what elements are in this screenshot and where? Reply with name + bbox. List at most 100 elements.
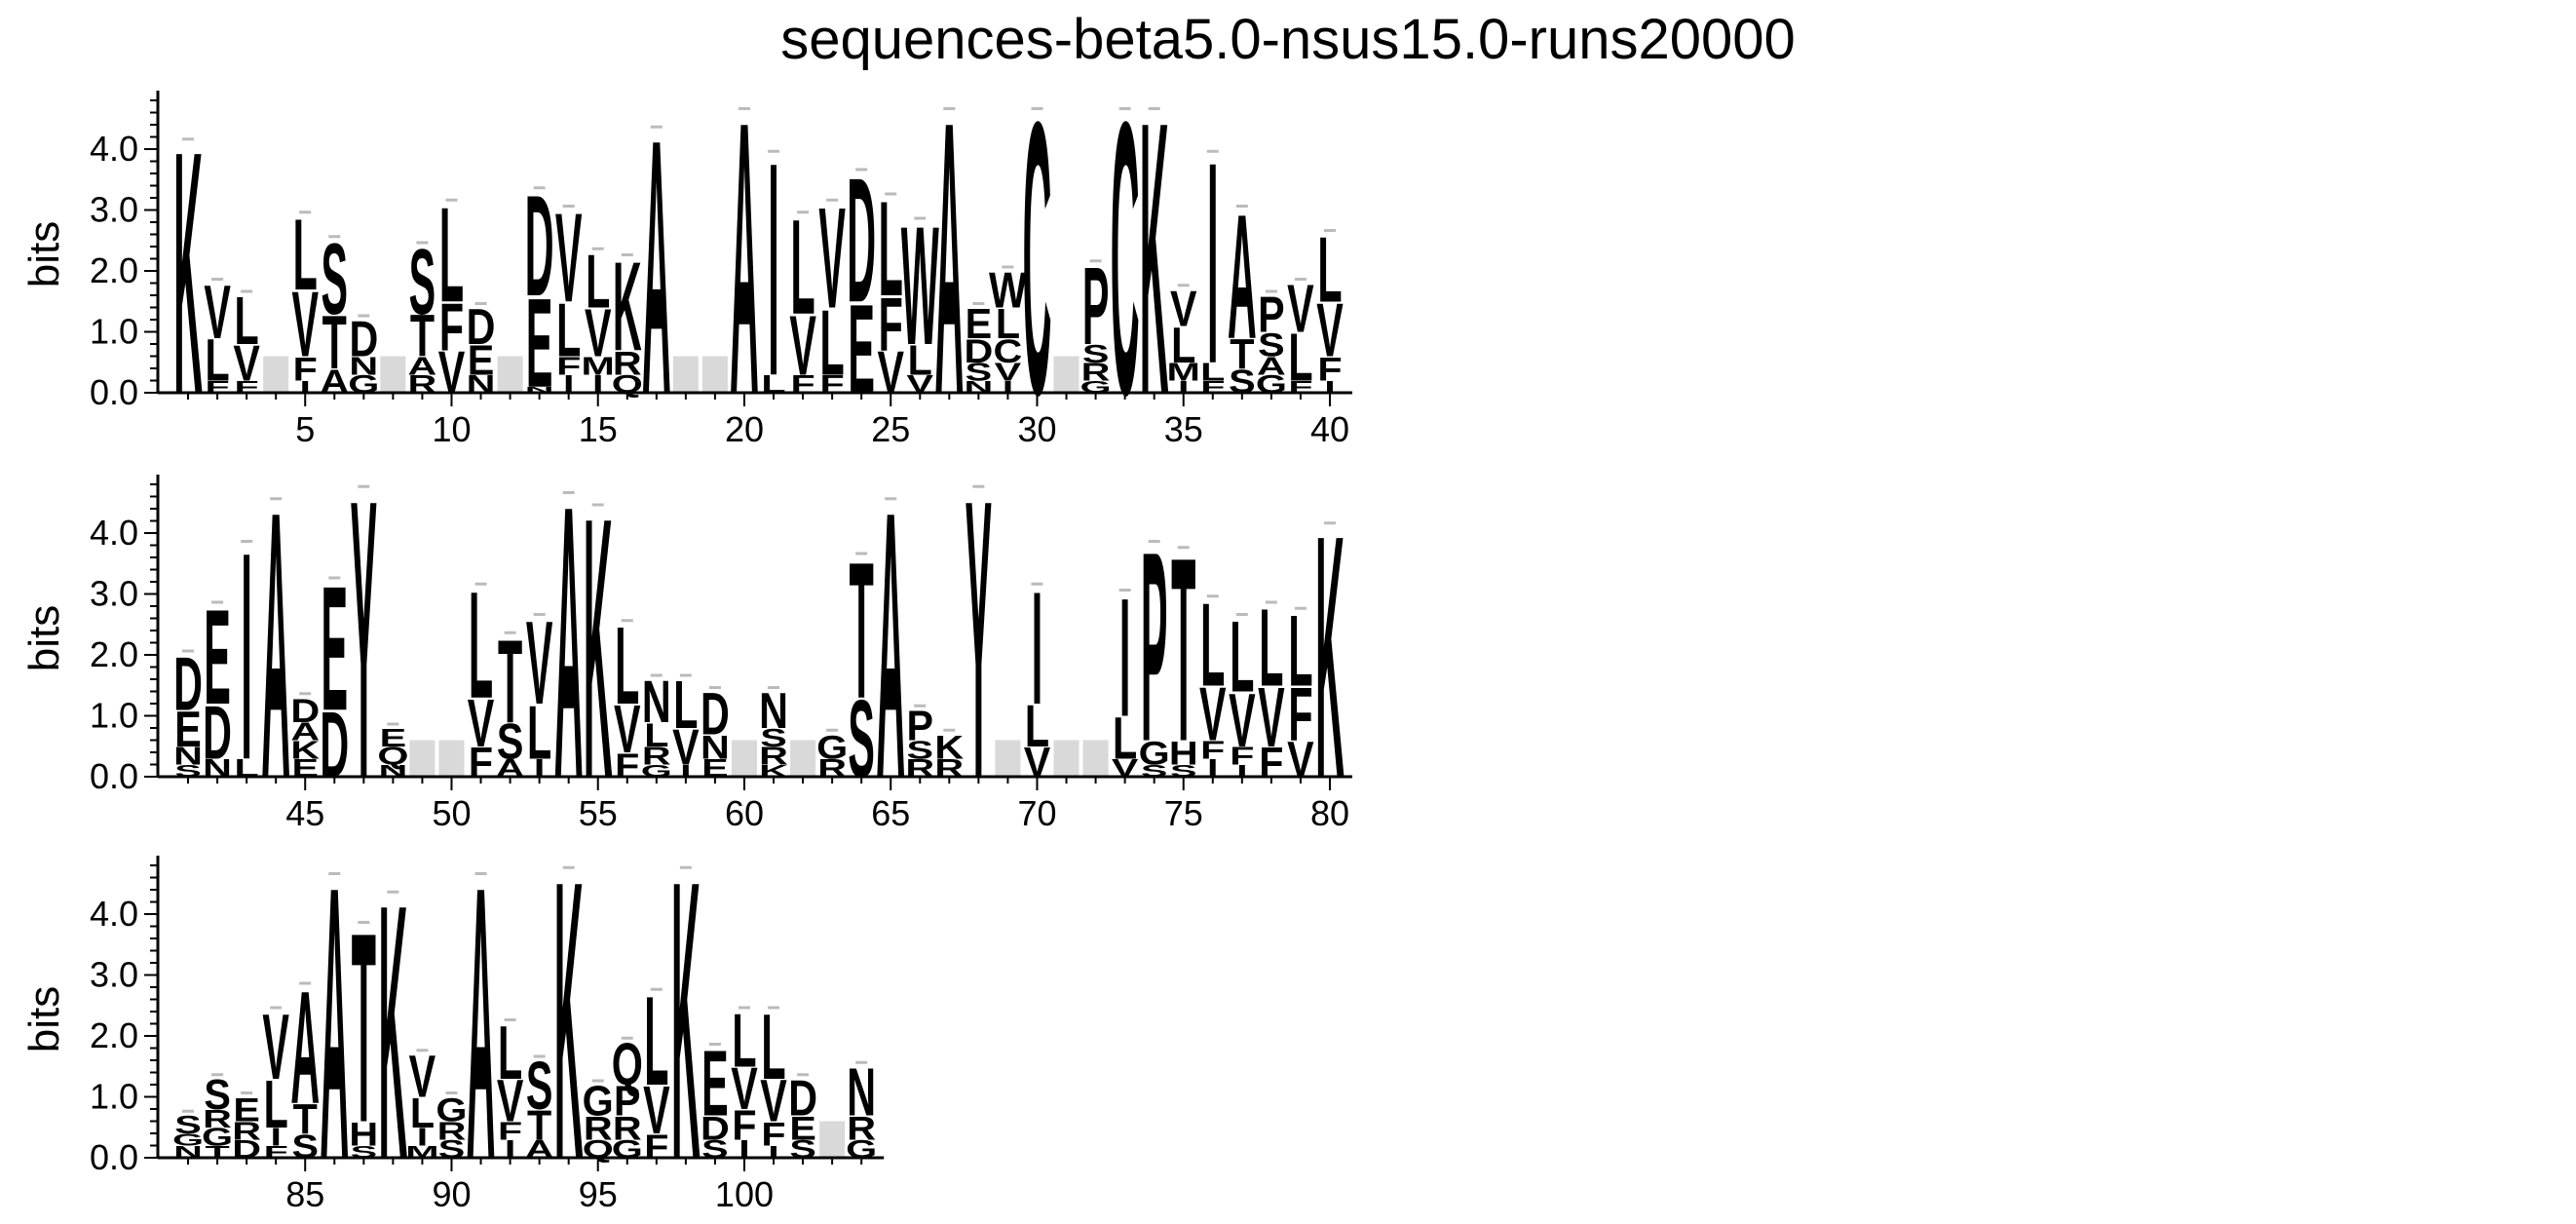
- logo-letter-D: D: [349, 310, 378, 367]
- logo-letter-F: F: [879, 282, 903, 367]
- logo-letter-S: S: [497, 712, 524, 770]
- logo-letter-F: F: [820, 370, 845, 399]
- logo-position-23: FLV: [818, 177, 846, 399]
- logo-letter-L: L: [761, 994, 785, 1099]
- y-tick-label: 4.0: [90, 513, 138, 553]
- y-tick-label: 4.0: [90, 894, 138, 934]
- x-tick-label: 55: [579, 793, 618, 833]
- logo-letter-K: K: [290, 737, 320, 765]
- logo-letter-I: I: [1207, 101, 1218, 424]
- logo-letter-S: S: [848, 678, 875, 801]
- logo-letter-V: V: [818, 177, 846, 338]
- logo-letter-L: L: [644, 972, 668, 1112]
- logo-letter-G: G: [583, 1077, 614, 1124]
- logo-letter-I: I: [563, 370, 574, 399]
- logo-letter-V: V: [204, 270, 231, 356]
- logo-letter-V: V: [1229, 678, 1256, 764]
- logo-position-21: LI: [761, 99, 785, 440]
- logo-position-88: K: [378, 830, 407, 1224]
- logo-letter-S: S: [760, 724, 787, 752]
- logo-letter-D: D: [173, 641, 203, 727]
- logo-letter-R: R: [203, 1105, 232, 1133]
- logo-letter-V: V: [468, 686, 495, 762]
- logo-letter-D: D: [232, 1135, 261, 1164]
- logo-letter-I: I: [768, 99, 778, 440]
- x-tick-label: 15: [579, 409, 618, 449]
- logo-letter-S: S: [1082, 340, 1110, 368]
- logo-position-51: FVL: [468, 561, 495, 785]
- logo-letter-Y: Y: [351, 419, 378, 861]
- y-axis-label: bits: [20, 221, 68, 287]
- logo-letter-L: L: [1288, 593, 1312, 708]
- logo-letter-R: R: [642, 743, 671, 771]
- logo-letter-V: V: [1199, 671, 1227, 757]
- logo-position-90: SRG: [436, 1091, 467, 1165]
- x-tick-label: 10: [432, 409, 471, 449]
- logo-letter-N: N: [964, 377, 993, 397]
- x-tick-label: 90: [432, 1174, 471, 1214]
- logo-letter-S: S: [174, 761, 201, 781]
- x-tick-label: 60: [725, 793, 764, 833]
- logo-letter-E: E: [204, 581, 231, 733]
- logo-letter-S: S: [322, 221, 349, 335]
- logo-letter-V: V: [526, 598, 553, 730]
- y-tick-label: 1.0: [90, 312, 138, 352]
- x-tick-label: 45: [285, 793, 324, 833]
- logo-letter-L: L: [879, 172, 903, 325]
- logo-letter-Q: Q: [583, 1135, 614, 1164]
- logo-letter-F: F: [1200, 737, 1225, 765]
- logo-letter-N: N: [349, 353, 378, 381]
- logo-position-8: [380, 356, 406, 393]
- logo-letter-K: K: [1140, 42, 1169, 477]
- logo-position-46: DE: [320, 550, 349, 797]
- logo-position-1: K: [173, 79, 203, 467]
- logo-letter-S: S: [204, 1071, 231, 1118]
- logo-letter-N: N: [642, 669, 671, 736]
- logo-letter-P: P: [1141, 496, 1168, 799]
- logo-letter-R: R: [408, 370, 437, 399]
- low-information-stack: [438, 740, 465, 777]
- logo-letter-S: S: [1258, 326, 1285, 364]
- logo-letter-L: L: [1200, 580, 1225, 711]
- logo-position-83: DRE: [232, 1091, 261, 1165]
- logo-letter-K: K: [613, 237, 642, 377]
- logo-letter-V: V: [438, 340, 466, 406]
- logo-letter-V: V: [291, 272, 319, 377]
- logo-letter-T: T: [1171, 503, 1195, 796]
- logo-position-62: [790, 740, 816, 777]
- logo-letter-L: L: [498, 1011, 522, 1096]
- logo-letter-P: P: [1082, 246, 1110, 368]
- x-tick-label: 40: [1310, 409, 1349, 449]
- y-tick-label: 3.0: [90, 190, 138, 230]
- logo-letter-E: E: [526, 274, 553, 414]
- logo-position-7: GND: [348, 310, 379, 399]
- logo-position-64: ST: [848, 522, 875, 802]
- logo-position-66: RSP: [905, 703, 934, 783]
- logo-position-2: FLV: [204, 270, 231, 397]
- x-tick-label: 70: [1017, 793, 1056, 833]
- logo-letter-T: T: [293, 1095, 318, 1142]
- logo-letter-L: L: [1317, 216, 1342, 322]
- logo-letter-A: A: [642, 65, 671, 471]
- logo-position-85: STA: [290, 959, 320, 1167]
- logo-letter-S: S: [351, 1142, 377, 1162]
- logo-letter-L: L: [205, 328, 229, 395]
- logo-position-68: Y: [966, 419, 993, 861]
- logo-letter-F: F: [1259, 739, 1283, 785]
- logo-letter-A: A: [1257, 353, 1286, 381]
- x-tick-label: 35: [1164, 409, 1203, 449]
- y-tick-label: 3.0: [90, 955, 138, 995]
- logo-letter-F: F: [732, 1101, 756, 1148]
- low-information-stack: [409, 740, 436, 777]
- logo-letter-F: F: [644, 1128, 668, 1166]
- logo-letter-I: I: [592, 370, 603, 399]
- logo-letter-I: I: [739, 1135, 749, 1164]
- logo-position-75: SHT: [1169, 503, 1198, 796]
- logo-letter-C: C: [1111, 42, 1140, 477]
- logo-letter-V: V: [643, 1073, 670, 1149]
